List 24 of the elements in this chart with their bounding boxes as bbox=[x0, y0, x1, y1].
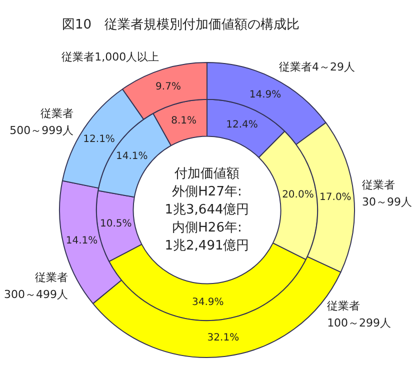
data-label: 20.0% bbox=[282, 190, 314, 201]
text: 1兆2,491億円 bbox=[164, 238, 250, 254]
text: 付加価値額 bbox=[174, 166, 240, 182]
data-label: 12.4% bbox=[226, 119, 258, 130]
data-label: 12.1% bbox=[83, 134, 115, 145]
slice-label: 従業者 300～499人 bbox=[4, 270, 68, 301]
data-label: 10.5% bbox=[100, 218, 132, 230]
slice-label: 従業者 30～99人 bbox=[362, 178, 412, 209]
slice-label: 従業者 500～999人 bbox=[10, 106, 74, 137]
slice-label: 従業者4～29人 bbox=[279, 60, 356, 74]
slice-label: 従業者 100～299人 bbox=[327, 299, 392, 330]
data-label: 17.0% bbox=[320, 192, 352, 203]
data-label: 14.9% bbox=[249, 89, 282, 100]
chart-title: 図10 従業者規模別付加価値額の構成比 bbox=[62, 17, 300, 32]
text: 内側H26年: bbox=[172, 220, 242, 236]
data-label: 32.1% bbox=[207, 332, 240, 344]
text: 1兆3,644億円 bbox=[164, 202, 250, 218]
data-label: 34.9% bbox=[192, 296, 224, 308]
data-label: 14.1% bbox=[66, 236, 98, 247]
text: 外側H27年: bbox=[172, 184, 242, 200]
slice-label: 従業者1,000人以上 bbox=[62, 50, 160, 64]
data-label: 9.7% bbox=[156, 81, 181, 92]
data-label: 8.1% bbox=[171, 115, 196, 126]
data-label: 14.1% bbox=[116, 151, 148, 162]
